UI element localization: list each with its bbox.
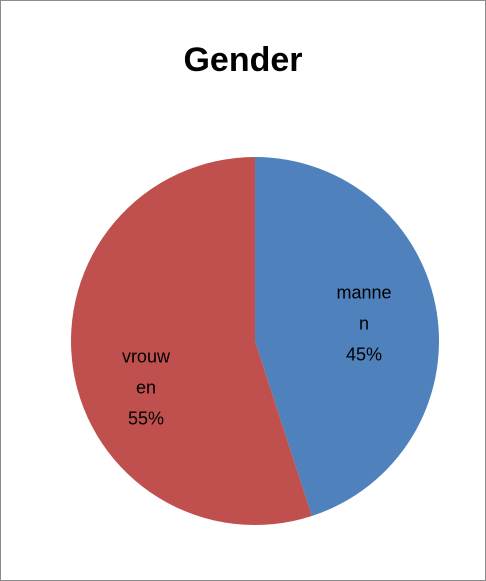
category-label: mannen <box>336 282 392 334</box>
pie-slice <box>70 157 312 525</box>
pie-slice <box>255 157 439 516</box>
value-label: 45% <box>346 344 383 365</box>
value-label: 55% <box>127 408 164 429</box>
slice-label: mannen 45% <box>336 277 393 370</box>
chart-title: Gender <box>183 41 303 79</box>
slice-label: vrouwen 55% <box>117 342 174 435</box>
category-label: vrouwen <box>121 346 170 398</box>
